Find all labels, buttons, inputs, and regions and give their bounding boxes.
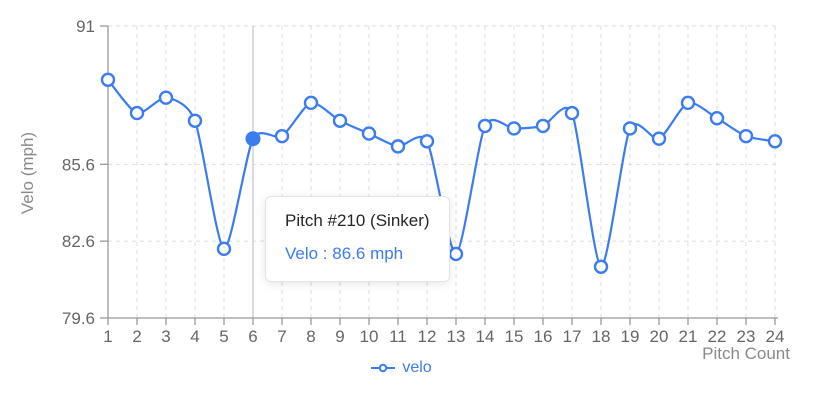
data-point[interactable] — [158, 90, 174, 105]
data-point[interactable] — [738, 128, 754, 144]
tooltip-value: Velo : 86.6 mph — [285, 244, 404, 263]
y-tick-label: 82.6 — [62, 232, 95, 251]
y-tick-label: 79.6 — [62, 309, 95, 328]
x-tick-label: 4 — [190, 327, 199, 346]
x-tick-label: 11 — [389, 327, 407, 346]
x-tick-label: 20 — [650, 327, 669, 346]
tooltip-title: Pitch #210 (Sinker) — [285, 211, 430, 230]
x-tick-label: 15 — [505, 327, 524, 346]
x-tick-label: 14 — [476, 327, 495, 346]
x-tick-label: 17 — [563, 327, 582, 346]
y-tick-label: 91 — [76, 17, 95, 36]
data-point[interactable] — [448, 246, 464, 262]
data-point[interactable] — [129, 105, 145, 121]
x-axis-title: Pitch Count — [702, 344, 790, 363]
x-tick-label: 1 — [103, 327, 112, 346]
data-point[interactable] — [187, 113, 203, 128]
data-point[interactable] — [303, 95, 319, 111]
x-tick-label: 23 — [737, 327, 756, 346]
data-point[interactable] — [593, 259, 609, 274]
data-point[interactable] — [216, 241, 232, 257]
x-tick-label: 16 — [534, 327, 553, 346]
x-tick-label: 10 — [360, 327, 379, 346]
x-tick-label: 7 — [277, 327, 286, 346]
data-point-selected[interactable] — [245, 131, 261, 147]
data-point[interactable] — [390, 139, 406, 154]
x-tick-label: 2 — [132, 327, 141, 346]
y-tick-label: 85.6 — [62, 155, 95, 174]
data-point[interactable] — [535, 118, 551, 134]
data-point[interactable] — [100, 72, 116, 87]
x-tick-label: 13 — [447, 327, 466, 346]
data-point[interactable] — [651, 131, 667, 146]
data-point[interactable] — [477, 118, 493, 134]
data-point[interactable] — [506, 121, 522, 136]
x-tick-label: 21 — [679, 327, 698, 346]
legend-item-velo[interactable]: velo — [370, 359, 432, 377]
x-tick-label: 19 — [621, 327, 640, 346]
x-tick-label: 12 — [418, 327, 437, 346]
legend-line-marker-icon — [371, 363, 396, 373]
x-tick-label: 5 — [219, 327, 228, 346]
y-axis-title: Velo (mph) — [18, 131, 37, 215]
x-tick-label: 8 — [306, 327, 315, 346]
data-point[interactable] — [361, 126, 377, 141]
x-tick-label: 9 — [335, 327, 344, 346]
data-point[interactable] — [564, 105, 580, 121]
data-point[interactable] — [709, 111, 725, 126]
x-tick-label: 6 — [248, 327, 257, 346]
data-point[interactable] — [767, 134, 783, 149]
legend-label: velo — [402, 359, 432, 376]
x-tick-label: 22 — [708, 327, 727, 346]
data-point[interactable] — [332, 113, 348, 128]
tooltip: Pitch #210 (Sinker) Velo : 86.6 mph — [265, 196, 450, 282]
data-point[interactable] — [622, 121, 638, 136]
data-point[interactable] — [274, 128, 290, 144]
x-tick-label: 24 — [766, 327, 785, 346]
x-tick-label: 3 — [161, 327, 170, 346]
data-point[interactable] — [680, 95, 696, 111]
x-tick-label: 18 — [592, 327, 611, 346]
legend: velo — [0, 359, 815, 377]
data-point[interactable] — [419, 134, 435, 149]
